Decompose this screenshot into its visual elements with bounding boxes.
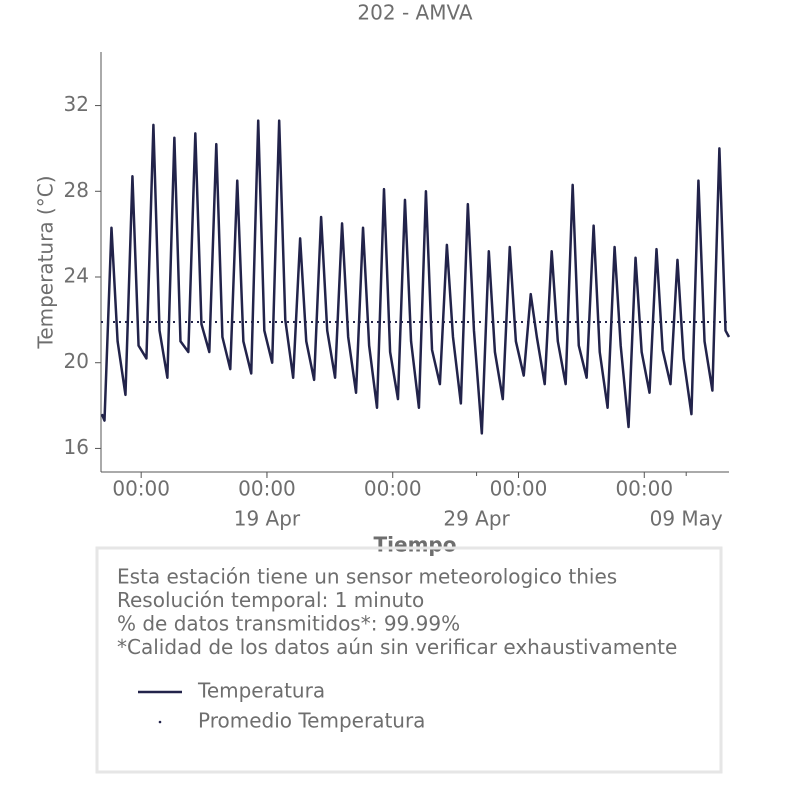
info-line: Esta estación tiene un sensor meteorolog… (117, 565, 617, 589)
info-box (95, 546, 723, 774)
legend-dot (158, 720, 162, 724)
x-tick-label: 00:00 (364, 477, 422, 501)
x-axis-label: Tiempo (374, 533, 457, 557)
y-tick-label: 24 (64, 264, 89, 288)
y-tick-label: 32 (64, 92, 89, 116)
y-tick-label: 28 (64, 178, 89, 202)
info-line: % de datos transmitidos*: 99.99% (117, 612, 460, 636)
x-tick-label: 00:00 (238, 477, 296, 501)
legend-label: Promedio Temperatura (198, 709, 425, 733)
y-tick-label: 16 (64, 435, 89, 459)
x-tick-label: 00:00 (112, 477, 170, 501)
x-date-label: 29 Apr (443, 507, 510, 531)
x-tick-label: 00:00 (615, 477, 673, 501)
chart-title: 202 - AMVA (357, 1, 472, 25)
x-date-label: 19 Apr (234, 507, 301, 531)
y-tick-label: 20 (64, 349, 89, 373)
temperature-line (100, 119, 731, 435)
info-line: Resolución temporal: 1 minuto (117, 588, 424, 612)
info-line: *Calidad de los datos aún sin verificar … (117, 635, 677, 659)
y-axis-label: Temperatura (°C) (34, 175, 58, 349)
x-tick-label: 00:00 (490, 477, 548, 501)
x-date-label: 09 May (650, 507, 723, 531)
legend-label: Temperatura (197, 679, 325, 703)
